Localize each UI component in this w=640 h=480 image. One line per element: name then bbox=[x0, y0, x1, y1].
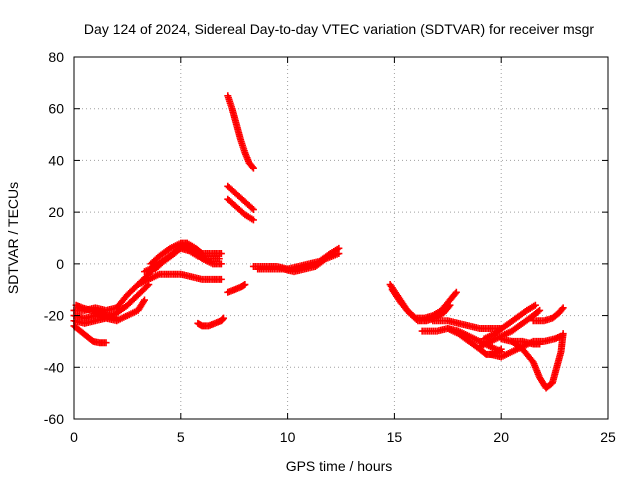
series-arc-10 bbox=[194, 314, 228, 330]
data-point bbox=[497, 345, 505, 353]
data-point bbox=[559, 304, 567, 312]
data-point bbox=[451, 290, 459, 298]
y-tick-label: 60 bbox=[48, 101, 64, 117]
data-series bbox=[70, 92, 567, 392]
data-point bbox=[102, 339, 110, 347]
series-arc-26 bbox=[529, 304, 567, 325]
data-point bbox=[536, 306, 544, 314]
data-point bbox=[249, 164, 257, 172]
series-arc-05 bbox=[72, 301, 121, 322]
series-arc-27 bbox=[508, 337, 544, 348]
x-tick-label: 0 bbox=[70, 429, 78, 445]
x-tick-label: 5 bbox=[177, 429, 185, 445]
data-point bbox=[536, 340, 544, 348]
data-point bbox=[446, 301, 454, 309]
y-tick-label: 40 bbox=[48, 152, 64, 168]
data-point bbox=[445, 303, 453, 311]
x-tick-label: 10 bbox=[280, 429, 296, 445]
x-tick-label: 15 bbox=[387, 429, 403, 445]
y-tick-label: -20 bbox=[44, 308, 64, 324]
data-point bbox=[452, 288, 460, 296]
data-point bbox=[558, 305, 566, 313]
x-tick-label: 20 bbox=[493, 429, 509, 445]
data-point bbox=[248, 204, 256, 212]
y-axis-label: SDTVAR / TECUs bbox=[5, 182, 21, 294]
data-point bbox=[217, 250, 225, 258]
series-arc-16 bbox=[254, 250, 343, 276]
series-arc-24 bbox=[487, 332, 565, 361]
data-point bbox=[534, 307, 542, 315]
x-tick-label: 25 bbox=[600, 429, 616, 445]
data-point bbox=[217, 275, 225, 283]
series-arc-14 bbox=[224, 195, 257, 224]
data-point bbox=[241, 281, 249, 289]
series-arc-09 bbox=[134, 270, 225, 289]
y-tick-label: -40 bbox=[44, 359, 64, 375]
data-point bbox=[140, 298, 148, 306]
data-point bbox=[248, 163, 256, 171]
x-axis-label: GPS time / hours bbox=[286, 458, 393, 474]
data-point bbox=[531, 301, 539, 309]
data-point bbox=[249, 216, 257, 224]
series-arc-11 bbox=[224, 281, 249, 296]
y-tick-label: 80 bbox=[48, 49, 64, 65]
data-point bbox=[217, 260, 225, 268]
series-arc-08 bbox=[151, 242, 225, 273]
plot-border bbox=[73, 56, 609, 420]
series-arc-12 bbox=[224, 92, 257, 172]
data-point bbox=[249, 206, 257, 214]
axis-ticks: 0 5 10 15 20 25 -60 -40 -20 0 20 40 60 80 bbox=[44, 49, 616, 445]
y-tick-label: 20 bbox=[48, 204, 64, 220]
series-arc-23 bbox=[480, 301, 539, 343]
data-point bbox=[335, 250, 343, 258]
data-point bbox=[220, 314, 228, 322]
series-arc-07 bbox=[147, 239, 225, 268]
data-point bbox=[140, 296, 148, 304]
data-point bbox=[113, 314, 121, 322]
y-tick-label: 0 bbox=[56, 256, 64, 272]
series-arc-13 bbox=[224, 182, 257, 214]
data-point bbox=[559, 330, 567, 338]
y-tick-label: -60 bbox=[44, 411, 64, 427]
chart-title: Day 124 of 2024, Sidereal Day-to-day VTE… bbox=[84, 21, 594, 37]
